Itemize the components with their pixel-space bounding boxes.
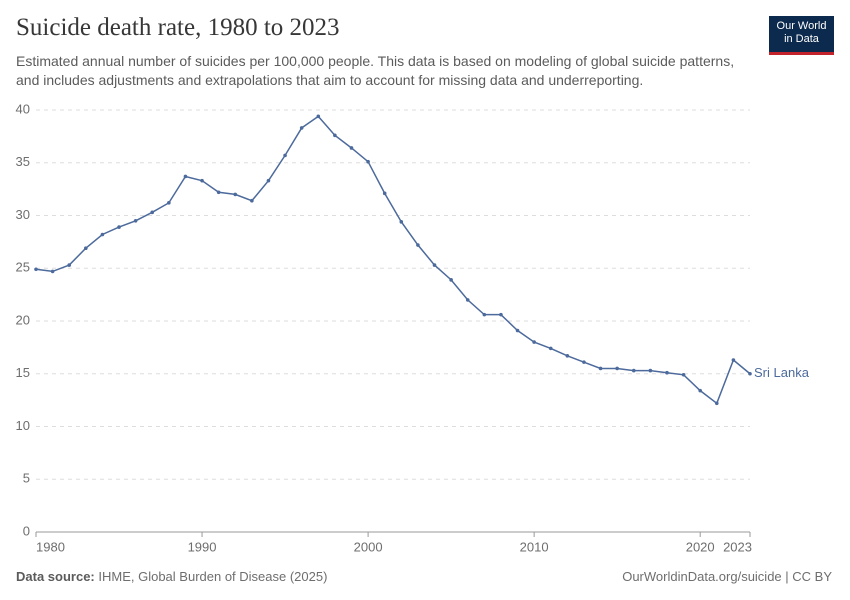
y-tick-label: 5	[23, 471, 30, 486]
point	[133, 218, 138, 223]
point	[499, 312, 503, 317]
point	[515, 328, 520, 333]
x-tick-label: 2023	[723, 539, 752, 554]
point	[714, 401, 719, 406]
source-text: IHME, Global Burden of Disease (2025)	[98, 569, 328, 584]
point	[748, 371, 752, 376]
point	[665, 370, 669, 375]
point	[250, 198, 254, 203]
point	[465, 298, 470, 302]
x-tick-label: 2010	[520, 539, 549, 554]
point	[117, 225, 121, 229]
point	[416, 243, 420, 247]
point	[631, 368, 636, 373]
point	[681, 373, 686, 377]
credit[interactable]: OurWorldinData.org/suicide | CC BY	[622, 569, 832, 584]
point	[150, 210, 155, 215]
point	[432, 263, 437, 267]
point	[565, 354, 570, 358]
source-label: Data source:	[16, 569, 95, 584]
source: Data source: IHME, Global Burden of Dise…	[16, 569, 327, 584]
point	[399, 220, 404, 224]
point	[548, 346, 553, 351]
point	[382, 191, 387, 196]
y-tick-label: 25	[16, 260, 30, 275]
logo-line: Our World	[776, 20, 827, 32]
point	[316, 114, 321, 119]
point	[84, 246, 88, 251]
y-tick-label: 30	[16, 207, 30, 222]
point	[648, 368, 653, 373]
y-tick-label: 0	[23, 523, 30, 538]
y-tick-label: 15	[16, 365, 30, 380]
y-tick-label: 40	[16, 101, 30, 116]
x-tick-label: 2020	[686, 539, 715, 554]
point	[50, 269, 55, 274]
point	[67, 263, 72, 267]
y-tick-label: 20	[16, 312, 30, 327]
point	[167, 201, 171, 205]
point	[598, 366, 603, 371]
point	[366, 159, 370, 164]
point	[333, 133, 337, 138]
point	[449, 278, 453, 282]
chart-title: Suicide death rate, 1980 to 2023	[16, 14, 340, 41]
point	[183, 174, 188, 179]
point	[482, 312, 487, 317]
point	[216, 190, 221, 195]
point	[615, 366, 619, 371]
point	[100, 232, 105, 237]
y-tick-label: 10	[16, 418, 30, 433]
x-tick-label: 1980	[36, 539, 65, 554]
point	[233, 192, 238, 197]
point	[349, 146, 354, 150]
chart: 0 5 10 15 20 25 30 35 40 1980 1990 2000 2010 2020 2023…	[16, 101, 810, 554]
point	[299, 126, 304, 130]
point	[200, 178, 204, 183]
series-label: Sri Lanka	[754, 365, 810, 380]
point	[34, 267, 38, 272]
point	[731, 358, 736, 362]
x-tick-label: 2000	[354, 539, 383, 554]
point	[266, 178, 271, 183]
logo-line: in Data	[784, 33, 819, 45]
y-tick-label: 35	[16, 154, 30, 169]
point	[532, 340, 536, 344]
logo[interactable]: Our World in Data	[769, 16, 834, 55]
point	[283, 153, 287, 158]
line	[35, 115, 751, 405]
point	[582, 360, 586, 364]
x-tick-label: 1990	[188, 539, 217, 554]
chart-subtitle: Estimated annual number of suicides per …	[16, 53, 735, 88]
point	[698, 388, 702, 393]
